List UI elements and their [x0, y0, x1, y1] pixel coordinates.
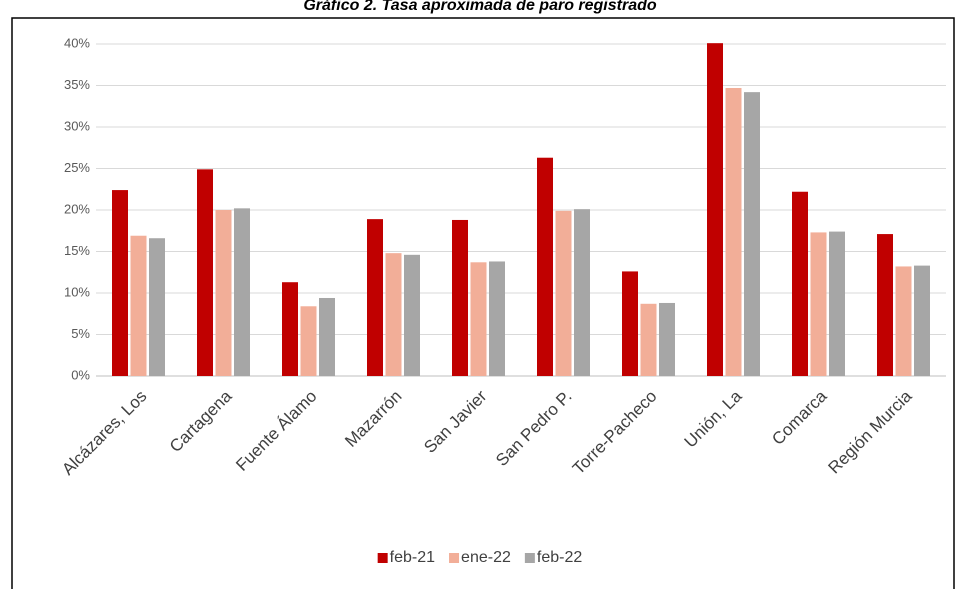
bar [622, 271, 638, 376]
bar [385, 253, 402, 376]
bar [367, 219, 383, 376]
legend-swatch [377, 553, 388, 563]
x-tick-label: San Javier [420, 386, 490, 456]
legend-label: feb-22 [537, 549, 582, 566]
x-tick-label: Fuente Álamo [232, 387, 320, 475]
bar [895, 266, 912, 376]
bar [130, 235, 147, 376]
bar [792, 191, 808, 376]
bar [829, 231, 845, 376]
bar [877, 234, 893, 376]
bar [470, 262, 487, 376]
legend-swatch [449, 553, 460, 563]
y-tick-label: 30% [64, 118, 90, 133]
bar [574, 209, 590, 376]
x-tick-label: Unión, La [681, 386, 746, 451]
bar [707, 43, 723, 377]
chart-border [11, 17, 955, 589]
bar [215, 210, 232, 376]
y-tick-label: 10% [64, 284, 90, 299]
bar [914, 265, 930, 376]
bar [489, 261, 505, 376]
x-tick-label: Torre-Pacheco [569, 387, 661, 479]
y-tick-label: 0% [71, 367, 90, 382]
x-tick-label: Cartagena [166, 386, 236, 456]
bar [537, 157, 553, 376]
bar [319, 297, 335, 376]
x-tick-label: San Pedro P. [492, 387, 575, 470]
bar [725, 87, 742, 377]
y-tick-label: 40% [64, 35, 90, 50]
bar [452, 219, 468, 376]
bar [810, 232, 827, 376]
x-tick-label: Alcázares, Los [58, 387, 150, 479]
x-tick-label: Región Murcia [825, 386, 916, 477]
chart-title: Gráfico 2. Tasa aproximada de paro regis… [303, 0, 657, 14]
bar [234, 208, 250, 376]
bar [640, 303, 657, 376]
bar [744, 92, 760, 376]
bar [197, 169, 213, 376]
y-tick-label: 35% [64, 77, 90, 92]
y-tick-label: 5% [71, 326, 90, 341]
bar [112, 190, 128, 376]
y-tick-label: 25% [64, 160, 90, 175]
legend-swatch [524, 553, 535, 563]
y-tick-label: 15% [64, 243, 90, 258]
bar [282, 282, 298, 376]
legend-label: feb-21 [390, 549, 435, 566]
legend: feb-21 ene-22 feb-22 [377, 549, 582, 566]
bar [404, 254, 420, 376]
x-tick-label: Mazarrón [341, 387, 405, 451]
legend-label: ene-22 [461, 549, 511, 566]
bar [555, 210, 572, 376]
y-tick-label: 20% [64, 201, 90, 216]
x-tick-label: Comarca [768, 386, 831, 449]
bar [659, 302, 675, 376]
bar [300, 306, 317, 376]
bar [149, 238, 165, 376]
